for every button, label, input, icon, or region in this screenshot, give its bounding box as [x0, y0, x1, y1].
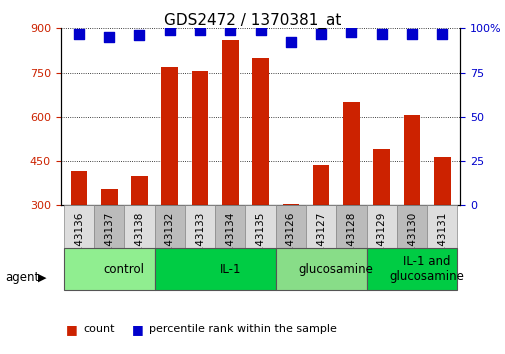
Point — [407, 31, 415, 36]
FancyBboxPatch shape — [64, 205, 94, 248]
FancyBboxPatch shape — [64, 248, 155, 290]
Bar — [222, 40, 238, 294]
Bar — [282, 204, 298, 294]
Text: GSM143130: GSM143130 — [406, 212, 416, 275]
Text: GSM143131: GSM143131 — [436, 212, 446, 275]
Bar — [433, 156, 450, 294]
Text: ■: ■ — [66, 323, 77, 336]
Bar — [312, 166, 329, 294]
Bar — [191, 71, 208, 294]
Bar — [70, 171, 87, 294]
Text: GSM143134: GSM143134 — [225, 212, 235, 275]
Text: count: count — [83, 324, 115, 334]
Text: glucosamine: glucosamine — [298, 263, 373, 275]
Bar — [342, 102, 359, 294]
Text: GDS2472 / 1370381_at: GDS2472 / 1370381_at — [164, 12, 341, 29]
Text: GSM143132: GSM143132 — [165, 212, 174, 275]
Text: IL-1 and
glucosamine: IL-1 and glucosamine — [389, 255, 464, 283]
FancyBboxPatch shape — [396, 205, 426, 248]
Text: GSM143129: GSM143129 — [376, 212, 386, 275]
Text: GSM143126: GSM143126 — [285, 212, 295, 275]
Text: GSM143135: GSM143135 — [255, 212, 265, 275]
Point — [135, 33, 143, 38]
Text: control: control — [104, 263, 144, 275]
FancyBboxPatch shape — [366, 248, 457, 290]
FancyBboxPatch shape — [245, 205, 275, 248]
Point — [286, 40, 294, 45]
Point — [165, 27, 173, 33]
Point — [377, 31, 385, 36]
FancyBboxPatch shape — [336, 205, 366, 248]
Text: GSM143127: GSM143127 — [316, 212, 326, 275]
Text: GSM143137: GSM143137 — [104, 212, 114, 275]
Bar — [131, 176, 147, 294]
FancyBboxPatch shape — [426, 205, 457, 248]
Text: GSM143133: GSM143133 — [194, 212, 205, 275]
FancyBboxPatch shape — [366, 205, 396, 248]
Point — [256, 27, 264, 33]
Bar — [161, 67, 178, 294]
Point — [105, 34, 113, 40]
Text: ■: ■ — [131, 323, 143, 336]
FancyBboxPatch shape — [94, 205, 124, 248]
FancyBboxPatch shape — [275, 205, 306, 248]
FancyBboxPatch shape — [155, 248, 275, 290]
Point — [317, 31, 325, 36]
FancyBboxPatch shape — [215, 205, 245, 248]
Bar — [403, 115, 420, 294]
FancyBboxPatch shape — [306, 205, 336, 248]
Point — [75, 31, 83, 36]
Bar — [252, 58, 268, 294]
Point — [437, 31, 445, 36]
Point — [226, 27, 234, 33]
Bar — [100, 189, 117, 294]
Text: ▶: ▶ — [38, 273, 46, 283]
FancyBboxPatch shape — [124, 205, 155, 248]
FancyBboxPatch shape — [184, 205, 215, 248]
FancyBboxPatch shape — [155, 205, 184, 248]
Text: GSM143138: GSM143138 — [134, 212, 144, 275]
Text: GSM143136: GSM143136 — [74, 212, 84, 275]
Point — [195, 27, 204, 33]
Text: agent: agent — [5, 272, 39, 284]
Bar — [373, 149, 389, 294]
Text: percentile rank within the sample: percentile rank within the sample — [149, 324, 336, 334]
Text: IL-1: IL-1 — [219, 263, 240, 275]
Text: GSM143128: GSM143128 — [346, 212, 356, 275]
Point — [347, 29, 355, 35]
FancyBboxPatch shape — [275, 248, 366, 290]
